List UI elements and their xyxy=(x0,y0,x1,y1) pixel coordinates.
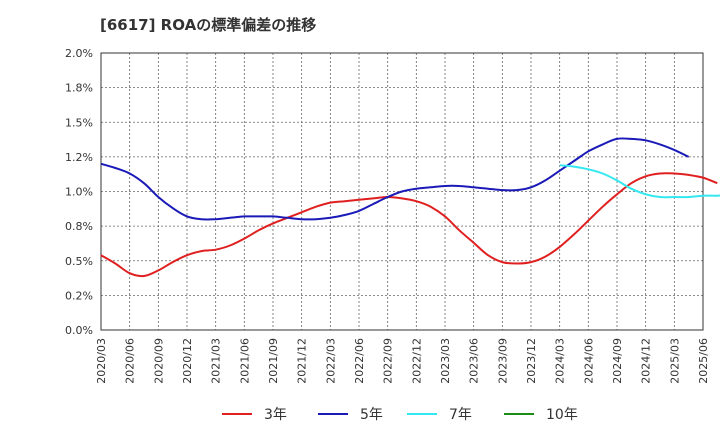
x-tick-label: 2022/03 xyxy=(324,338,337,384)
y-tick-label: 1.8% xyxy=(65,82,93,95)
series-line-2 xyxy=(100,137,690,221)
series-line-3 xyxy=(559,164,720,199)
x-tick-label: 2025/06 xyxy=(697,338,710,384)
y-tick-label: 2.0% xyxy=(65,47,93,60)
series-line-1 xyxy=(100,172,718,278)
x-tick-label: 2024/03 xyxy=(554,338,567,384)
x-tick-label: 2020/12 xyxy=(181,338,194,384)
x-tick-label: 2023/12 xyxy=(525,338,538,384)
legend-label: 7年 xyxy=(449,407,472,423)
plot-frame xyxy=(100,52,704,331)
x-tick-label: 2024/09 xyxy=(611,338,624,384)
y-tick-label: 1.2% xyxy=(65,151,93,164)
legend-label: 3年 xyxy=(264,407,287,423)
x-tick-label: 2022/09 xyxy=(382,338,395,384)
x-tick-label: 2023/03 xyxy=(439,338,452,384)
x-tick-label: 2025/03 xyxy=(668,338,681,384)
x-tick-label: 2020/03 xyxy=(95,338,108,384)
y-tick-label: 1.0% xyxy=(65,186,93,199)
x-tick-label: 2024/12 xyxy=(640,338,653,384)
x-tick-label: 2021/03 xyxy=(210,338,223,384)
x-tick-label: 2021/12 xyxy=(296,338,309,384)
x-tick-label: 2022/06 xyxy=(353,338,366,384)
x-tick-label: 2023/09 xyxy=(496,338,509,384)
x-tick-label: 2020/06 xyxy=(124,338,137,384)
x-tick-label: 2021/06 xyxy=(238,338,251,384)
legend-label: 5年 xyxy=(360,407,383,423)
x-tick-label: 2023/06 xyxy=(468,338,481,384)
y-tick-label: 0.8% xyxy=(65,220,93,233)
chart-title: [6617] ROAの標準偏差の推移 xyxy=(100,16,317,34)
x-tick-label: 2021/09 xyxy=(267,338,280,384)
y-tick-label: 0.2% xyxy=(65,289,93,302)
y-tick-label: 0.5% xyxy=(65,255,93,268)
x-tick-label: 2020/09 xyxy=(152,338,165,384)
y-tick-label: 0.0% xyxy=(65,324,93,337)
x-tick-label: 2024/06 xyxy=(582,338,595,384)
x-tick-label: 2022/12 xyxy=(410,338,423,384)
y-tick-label: 1.5% xyxy=(65,116,93,129)
legend-label: 10年 xyxy=(546,407,578,423)
